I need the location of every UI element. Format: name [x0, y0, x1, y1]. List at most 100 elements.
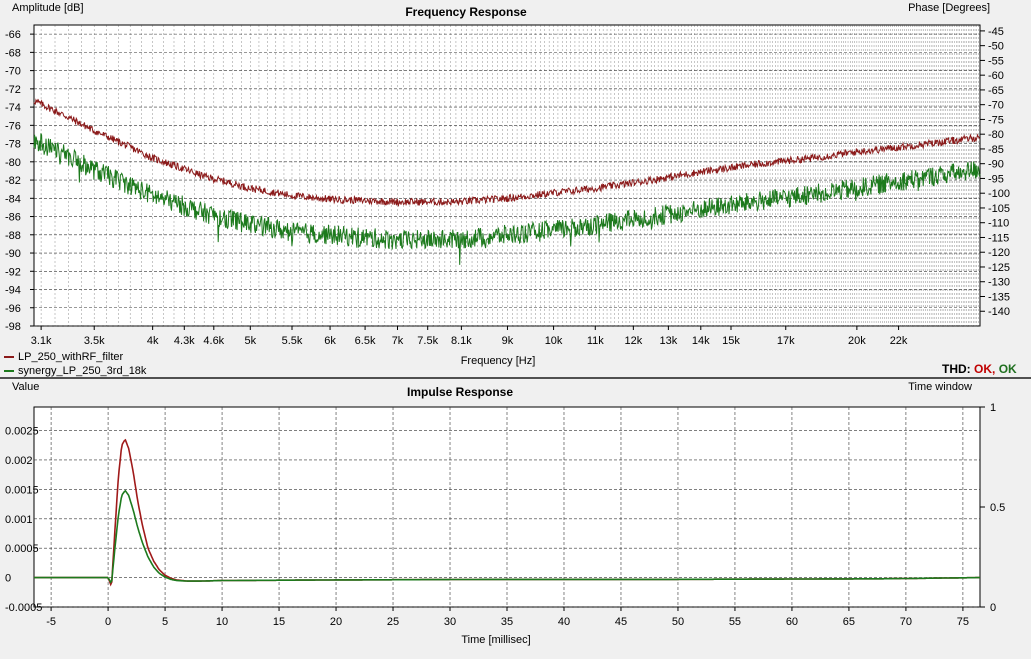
- x-tick-label: 6k: [324, 335, 336, 347]
- y-tick-label: -96: [5, 303, 21, 315]
- thd-status: THD: OK, OK: [942, 362, 1017, 376]
- x-tick-label: 3.1k: [31, 335, 52, 347]
- y2-tick-label: -45: [988, 26, 1004, 38]
- y2-tick-label: -95: [988, 173, 1004, 185]
- x-tick-label: 45: [615, 616, 627, 628]
- y2-tick-label: -115: [988, 232, 1009, 244]
- y-tick-label: -94: [5, 285, 21, 297]
- y-tick-label: -90: [5, 248, 21, 260]
- x-tick-label: 50: [672, 616, 684, 628]
- y-tick-label: 0.001: [5, 514, 33, 526]
- x-axis-label: Frequency [Hz]: [461, 355, 536, 367]
- y2-tick-label: -135: [988, 291, 1010, 303]
- y2-tick-label: -90: [988, 159, 1004, 171]
- y-tick-label: -66: [5, 29, 21, 41]
- y2-tick-label: -105: [988, 203, 1010, 215]
- y2-tick-label: -60: [988, 70, 1004, 82]
- x-tick-label: 75: [957, 616, 969, 628]
- x-axis-label: Time [millisec]: [461, 634, 530, 646]
- x-tick-label: 40: [558, 616, 570, 628]
- y2-axis-label: Phase [Degrees]: [908, 2, 990, 14]
- x-tick-label: 22k: [890, 335, 908, 347]
- x-tick-label: 60: [786, 616, 798, 628]
- x-tick-label: 20: [330, 616, 342, 628]
- thd-label: THD:: [942, 362, 971, 376]
- x-tick-label: 4k: [147, 335, 159, 347]
- series-line: [33, 133, 981, 265]
- x-tick-label: 65: [843, 616, 855, 628]
- y2-tick-label: -100: [988, 188, 1010, 200]
- x-tick-label: 3.5k: [84, 335, 105, 347]
- y-tick-label: -98: [5, 321, 21, 333]
- x-tick-label: 5.5k: [282, 335, 303, 347]
- x-tick-label: 55: [729, 616, 741, 628]
- y2-tick-label: -55: [988, 55, 1004, 67]
- y-tick-label: 0: [5, 573, 11, 585]
- thd-value-1: OK: [974, 362, 993, 376]
- y-tick-label: 0.002: [5, 455, 33, 467]
- y-axis-label: Value: [12, 381, 39, 393]
- x-tick-label: 14k: [692, 335, 710, 347]
- y-tick-label: -86: [5, 212, 21, 224]
- x-tick-label: 15k: [722, 335, 740, 347]
- x-tick-label: 30: [444, 616, 456, 628]
- x-tick-label: 20k: [848, 335, 866, 347]
- x-tick-label: 25: [387, 616, 399, 628]
- x-tick-label: 6.5k: [355, 335, 376, 347]
- x-tick-label: 12k: [624, 335, 642, 347]
- panel-divider: [0, 377, 1031, 379]
- y2-tick-label: 1: [990, 402, 996, 414]
- y-tick-label: -82: [5, 175, 21, 187]
- x-tick-label: 5: [162, 616, 168, 628]
- y-tick-label: 0.0025: [5, 426, 39, 438]
- y2-tick-label: -80: [988, 129, 1004, 141]
- y2-tick-label: -70: [988, 100, 1004, 112]
- x-tick-label: 4.3k: [174, 335, 195, 347]
- x-tick-label: 70: [900, 616, 912, 628]
- thd-separator: ,: [992, 362, 996, 376]
- y2-tick-label: -120: [988, 247, 1010, 259]
- legend-swatch-green: [4, 370, 14, 372]
- frequency-response-chart: -66 -68 -70 -72 -74 -76 -78 -80 -82 -84 -86 -88 -90 -…: [5, 2, 1010, 367]
- plot-area: [33, 24, 981, 327]
- y2-tick-label: -130: [988, 277, 1010, 289]
- legend-label: synergy_LP_250_3rd_18k: [18, 365, 147, 377]
- y2-tick-label: -85: [988, 144, 1004, 156]
- y-tick-label: -78: [5, 139, 21, 151]
- chart-title: Impulse Response: [407, 385, 513, 399]
- y2-tick-label: -125: [988, 262, 1010, 274]
- x-tick-label: 8.1k: [451, 335, 472, 347]
- thd-value-2: OK: [998, 362, 1017, 376]
- x-tick-label: 13k: [659, 335, 677, 347]
- y-tick-label: 0.0005: [5, 543, 39, 555]
- series-line: [34, 489, 980, 584]
- x-tick-label: 0: [105, 616, 111, 628]
- y-tick-label: -70: [5, 66, 21, 78]
- x-tick-label: 7k: [392, 335, 404, 347]
- x-tick-label: 9k: [502, 335, 514, 347]
- chart-title: Frequency Response: [405, 5, 527, 19]
- y-tick-label: -84: [5, 193, 21, 205]
- y-tick-label: -72: [5, 84, 21, 96]
- y-axis-label: Amplitude [dB]: [12, 2, 84, 14]
- x-tick-label: -5: [46, 616, 56, 628]
- y-tick-label: -80: [5, 157, 21, 169]
- y2-tick-label: -140: [988, 306, 1010, 318]
- y-tick-label: -88: [5, 230, 21, 242]
- x-tick-label: 10: [216, 616, 228, 628]
- x-tick-label: 10k: [545, 335, 563, 347]
- y2-tick-label: -65: [988, 85, 1004, 97]
- y2-tick-label: -50: [988, 41, 1004, 53]
- y-tick-label: -68: [5, 47, 21, 59]
- legend-item-series-1[interactable]: LP_250_withRF_filter: [4, 351, 123, 363]
- y2-axis-label: Time window: [908, 381, 972, 393]
- y-tick-label: -76: [5, 120, 21, 132]
- legend-item-series-2[interactable]: synergy_LP_250_3rd_18k: [4, 365, 146, 377]
- x-tick-label: 17k: [777, 335, 795, 347]
- y-tick-label: -92: [5, 266, 21, 278]
- y2-tick-label: 0.5: [990, 502, 1005, 514]
- y-tick-label: -0.0005: [5, 602, 42, 614]
- x-tick-label: 4.6k: [203, 335, 224, 347]
- y2-tick-label: 0: [990, 602, 996, 614]
- x-tick-label: 5k: [244, 335, 256, 347]
